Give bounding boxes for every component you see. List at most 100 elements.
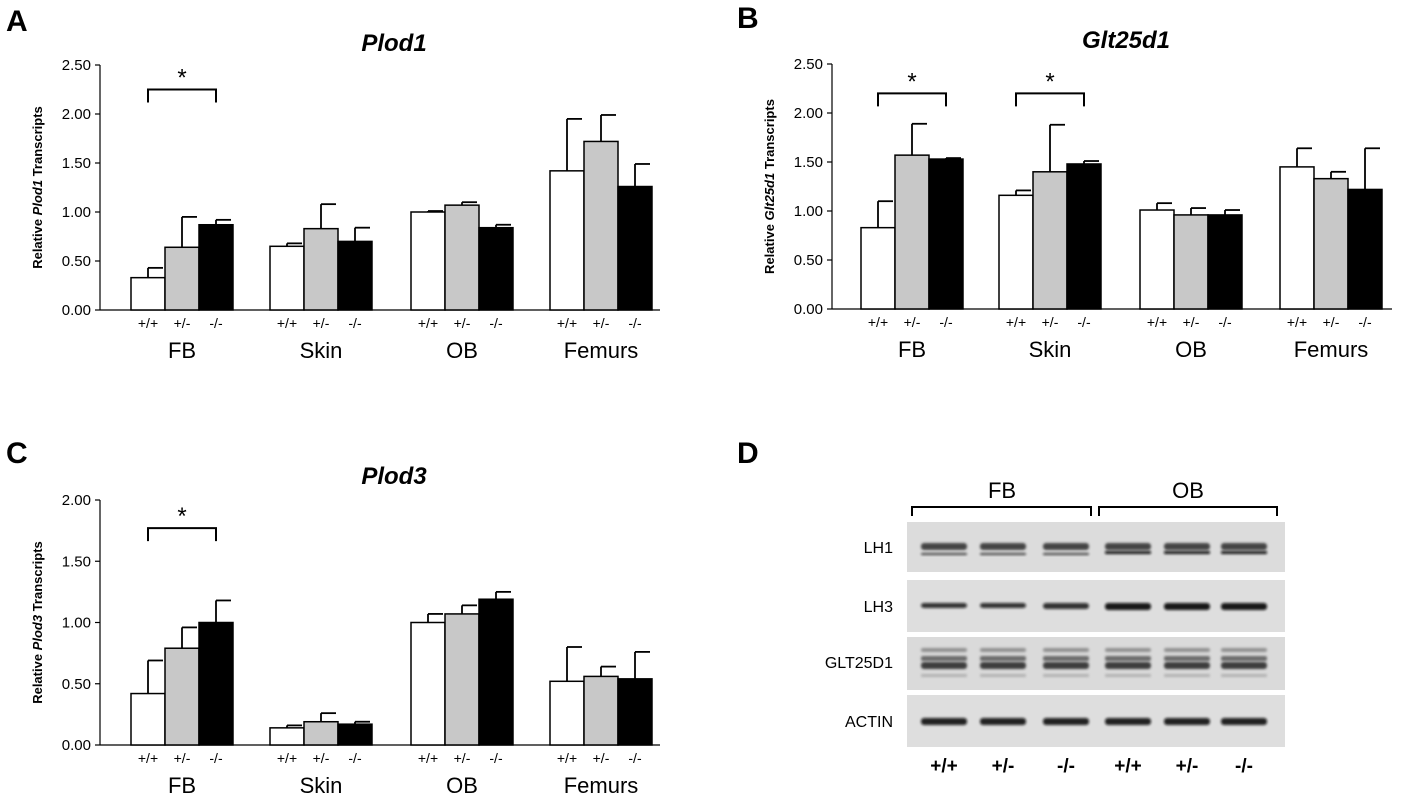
significance-star: * [177,65,186,92]
bar-plod3-fb-1 [164,647,200,746]
band-glt25d1-main [1105,662,1151,669]
bar-glt25d1-fb-0 [860,226,896,310]
group-label: FB [168,773,196,798]
genotype-label: +/- [1323,314,1340,330]
blot-lane-label: -/- [1057,756,1075,777]
blot-row-lh1: LH1 [864,540,893,557]
y-axis-label-suffix: Transcripts [30,541,45,615]
bar-plod1-fb-0 [130,276,166,311]
significance-bracket [147,527,217,542]
band-glt25d1-top [1043,648,1089,652]
blot-lane-label: +/- [1176,756,1199,777]
band-glt25d1-main [921,662,967,669]
genotype-label: +/+ [418,750,438,766]
genotype-label: +/+ [277,750,297,766]
group-label: OB [446,773,478,798]
bar-plod3-fb-0 [130,692,166,746]
bracket-ob [1098,506,1278,516]
genotype-label: +/- [593,315,610,331]
y-tick-label: 2.00 [62,492,91,509]
genotype-label: -/- [628,315,642,331]
significance-bracket [877,92,947,107]
group-label: OB [446,338,478,363]
y-axis-label: Relative Plod1 Transcripts [30,106,45,269]
genotype-label: -/- [1218,314,1232,330]
panel-letter-c: C [6,437,28,470]
bar-plod3-femurs-0 [549,680,585,746]
band-lh1-upper [921,543,967,550]
group-label: Femurs [564,338,639,363]
bar-glt25d1-fb-1 [894,154,930,310]
chart-title: Glt25d1 [1082,27,1170,54]
bar-plod3-skin-1 [303,720,339,746]
genotype-label: +/- [174,315,191,331]
band-actin [1043,718,1089,725]
bar-glt25d1-femurs-2 [1347,188,1383,310]
group-label: Skin [300,773,343,798]
band-actin [1221,718,1267,725]
band-lh1-lower [1043,553,1089,555]
band-glt25d1-faint [1164,674,1210,677]
band-lh1-upper [1043,543,1089,550]
y-tick-label: 1.50 [62,553,91,570]
y-tick-label: 1.50 [794,154,823,171]
y-tick-label: 2.00 [794,105,823,122]
band-lh1-lower [921,553,967,555]
bar-glt25d1-skin-0 [998,194,1034,310]
y-axis-label: Relative Plod3 Transcripts [30,541,45,704]
genotype-label: -/- [939,314,953,330]
bar-plod1-ob-2 [478,226,514,311]
genotype-label: -/- [1358,314,1372,330]
band-glt25d1-mid [980,656,1026,661]
bar-plod1-skin-0 [269,245,305,311]
band-lh3 [1164,603,1210,610]
band-lh3 [1105,603,1151,610]
blot-bands [921,543,1267,725]
band-actin [921,718,967,725]
band-glt25d1-mid [1221,656,1267,661]
bar-plod3-ob-2 [478,598,514,746]
panel-letter-a: A [6,5,28,38]
bar-plod3-femurs-1 [583,675,619,746]
band-lh1-upper [980,543,1026,550]
y-tick-label: 0.00 [62,302,91,319]
band-lh1-upper [1164,543,1210,550]
significance-bracket [147,88,217,103]
blot-group-ob: OB [1172,478,1204,503]
y-tick-label: 1.50 [62,155,91,172]
band-lh3 [921,603,967,608]
band-glt25d1-mid [921,656,967,661]
group-label: OB [1175,337,1207,362]
genotype-label: +/- [454,315,471,331]
blot-row-lh3: LH3 [864,599,893,616]
band-lh3 [1043,603,1089,609]
band-lh3 [1221,603,1267,610]
y-axis-label-suffix: Transcripts [30,106,45,180]
band-lh1-lower [980,553,1026,555]
band-glt25d1-main [1221,662,1267,669]
bracket-fb [911,506,1092,516]
y-axis-label-gene: Plod1 [30,180,45,215]
y-axis-label-prefix: Relative [30,215,45,268]
y-tick-label: 2.50 [62,57,91,74]
chart-title: Plod3 [361,463,427,490]
bar-glt25d1-femurs-1 [1313,177,1349,310]
genotype-label: +/+ [557,750,577,766]
genotype-label: +/+ [1147,314,1167,330]
band-glt25d1-top [1164,648,1210,652]
genotype-label: +/- [904,314,921,330]
genotype-label: +/- [454,750,471,766]
genotype-label: +/- [1183,314,1200,330]
y-tick-label: 2.00 [62,106,91,123]
y-tick-label: 0.00 [62,737,91,754]
genotype-label: +/- [1042,314,1059,330]
y-tick-label: 0.00 [794,301,823,318]
y-tick-label: 2.50 [794,56,823,73]
group-label: Femurs [564,773,639,798]
genotype-label: +/- [174,750,191,766]
genotype-label: +/+ [1006,314,1026,330]
bar-plod1-skin-2 [337,240,373,311]
significance-bracket [1015,92,1085,107]
bar-glt25d1-ob-0 [1139,209,1175,310]
